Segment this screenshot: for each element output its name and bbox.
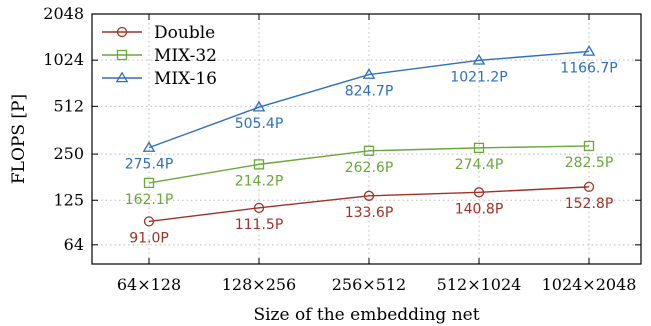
y-tick-label: 64 — [64, 235, 84, 254]
data-point-marker — [253, 202, 265, 214]
data-point-marker — [363, 190, 375, 201]
y-tick-label: 512 — [53, 96, 84, 115]
axes: 64 125 250 512 1024 2048 64×128 128×256 256×512 5… — [43, 4, 642, 294]
legend-marker — [116, 26, 128, 38]
data-labels: 91.0P 111.5P 133.6P 140.8P 152.8P 162.1P 214.2… — [125, 60, 618, 246]
series-line — [148, 145, 590, 184]
data-point-marker — [252, 100, 266, 112]
y-tick-label: 1024 — [43, 50, 84, 69]
x-axis-title: Size of the embedding net — [253, 305, 479, 325]
data-point-marker — [473, 187, 485, 198]
y-tick-label: 250 — [53, 144, 84, 163]
legend-label: MIX-32 — [154, 46, 217, 66]
series-line — [148, 186, 590, 223]
data-point-marker — [583, 140, 595, 152]
legend-entry-double: Double — [102, 23, 215, 43]
data-label: 262.6P — [345, 160, 394, 176]
data-point-marker — [473, 142, 485, 154]
series-line — [148, 50, 590, 149]
series-double — [143, 181, 595, 227]
data-label: 91.0P — [129, 230, 169, 246]
series-lines — [142, 44, 596, 227]
x-tick-label: 1024×2048 — [542, 275, 637, 294]
legend-label: MIX-16 — [154, 69, 217, 89]
y-axis-title: FLOPS [P] — [9, 94, 29, 184]
legend-label: Double — [154, 23, 215, 43]
data-label: 162.1P — [125, 192, 174, 208]
data-label: 282.5P — [565, 155, 614, 171]
legend: Double MIX-32 MIX-16 — [102, 23, 217, 89]
data-label: 140.8P — [455, 201, 504, 217]
data-label: 214.2P — [235, 173, 284, 189]
series-mix-32 — [143, 140, 595, 189]
data-point-marker — [142, 141, 156, 152]
legend-entry-mix-32: MIX-32 — [102, 46, 217, 66]
data-label: 133.6P — [345, 205, 394, 221]
x-tick-label: 512×1024 — [437, 275, 522, 294]
data-point-marker — [582, 44, 596, 56]
data-label: 274.4P — [455, 157, 504, 173]
data-point-marker — [253, 159, 265, 170]
data-label: 152.8P — [565, 196, 614, 212]
series-mix-16 — [142, 44, 596, 152]
y-tick-label: 125 — [53, 190, 84, 209]
x-tick-label: 128×256 — [222, 275, 296, 294]
data-point-marker — [363, 145, 375, 156]
data-point-marker — [143, 216, 155, 227]
plot-frame — [91, 13, 642, 265]
x-tick-label: 64×128 — [117, 275, 181, 294]
legend-marker — [116, 49, 128, 61]
data-label: 111.5P — [235, 217, 284, 233]
legend-marker — [115, 71, 129, 83]
data-label: 1166.7P — [560, 60, 617, 76]
y-tick-label: 2048 — [43, 4, 84, 23]
x-tick-label: 256×512 — [332, 275, 406, 294]
data-label: 824.7P — [345, 84, 394, 100]
data-point-marker — [583, 181, 595, 193]
data-point-marker — [362, 68, 376, 79]
legend-entry-mix-16: MIX-16 — [102, 69, 217, 89]
data-label: 1021.2P — [450, 69, 507, 85]
data-point-marker — [143, 177, 155, 189]
data-label: 505.4P — [235, 116, 284, 132]
data-label: 275.4P — [125, 157, 174, 173]
data-point-marker — [472, 53, 486, 65]
